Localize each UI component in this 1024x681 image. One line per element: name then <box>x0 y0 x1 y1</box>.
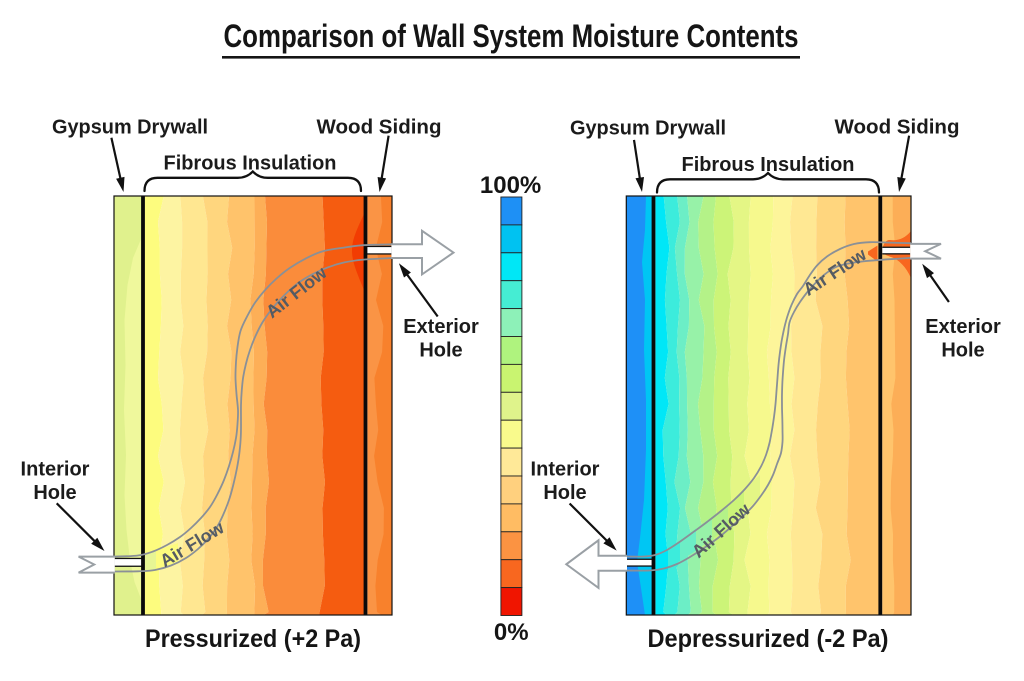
svg-text:0%: 0% <box>494 619 529 646</box>
svg-text:100%: 100% <box>480 172 541 199</box>
svg-text:Hole: Hole <box>33 482 76 504</box>
svg-text:Hole: Hole <box>419 340 462 362</box>
svg-text:Pressurized (+2 Pa): Pressurized (+2 Pa) <box>145 625 361 653</box>
svg-text:Interior: Interior <box>21 459 90 481</box>
svg-text:Hole: Hole <box>543 482 586 504</box>
svg-text:Hole: Hole <box>941 340 984 362</box>
svg-text:Fibrous Insulation: Fibrous Insulation <box>164 153 337 175</box>
svg-text:Exterior: Exterior <box>925 316 1001 338</box>
svg-text:Comparison of Wall System Mois: Comparison of Wall System Moisture Conte… <box>224 18 799 54</box>
svg-text:Wood Siding: Wood Siding <box>835 117 960 139</box>
svg-text:Wood Siding: Wood Siding <box>317 117 442 139</box>
svg-text:Interior: Interior <box>531 459 600 481</box>
svg-text:Exterior: Exterior <box>403 316 479 338</box>
svg-text:Gypsum Drywall: Gypsum Drywall <box>570 118 726 140</box>
svg-text:Gypsum Drywall: Gypsum Drywall <box>52 117 208 139</box>
svg-text:Depressurized (-2 Pa): Depressurized (-2 Pa) <box>648 625 889 653</box>
svg-text:Fibrous Insulation: Fibrous Insulation <box>682 154 855 176</box>
